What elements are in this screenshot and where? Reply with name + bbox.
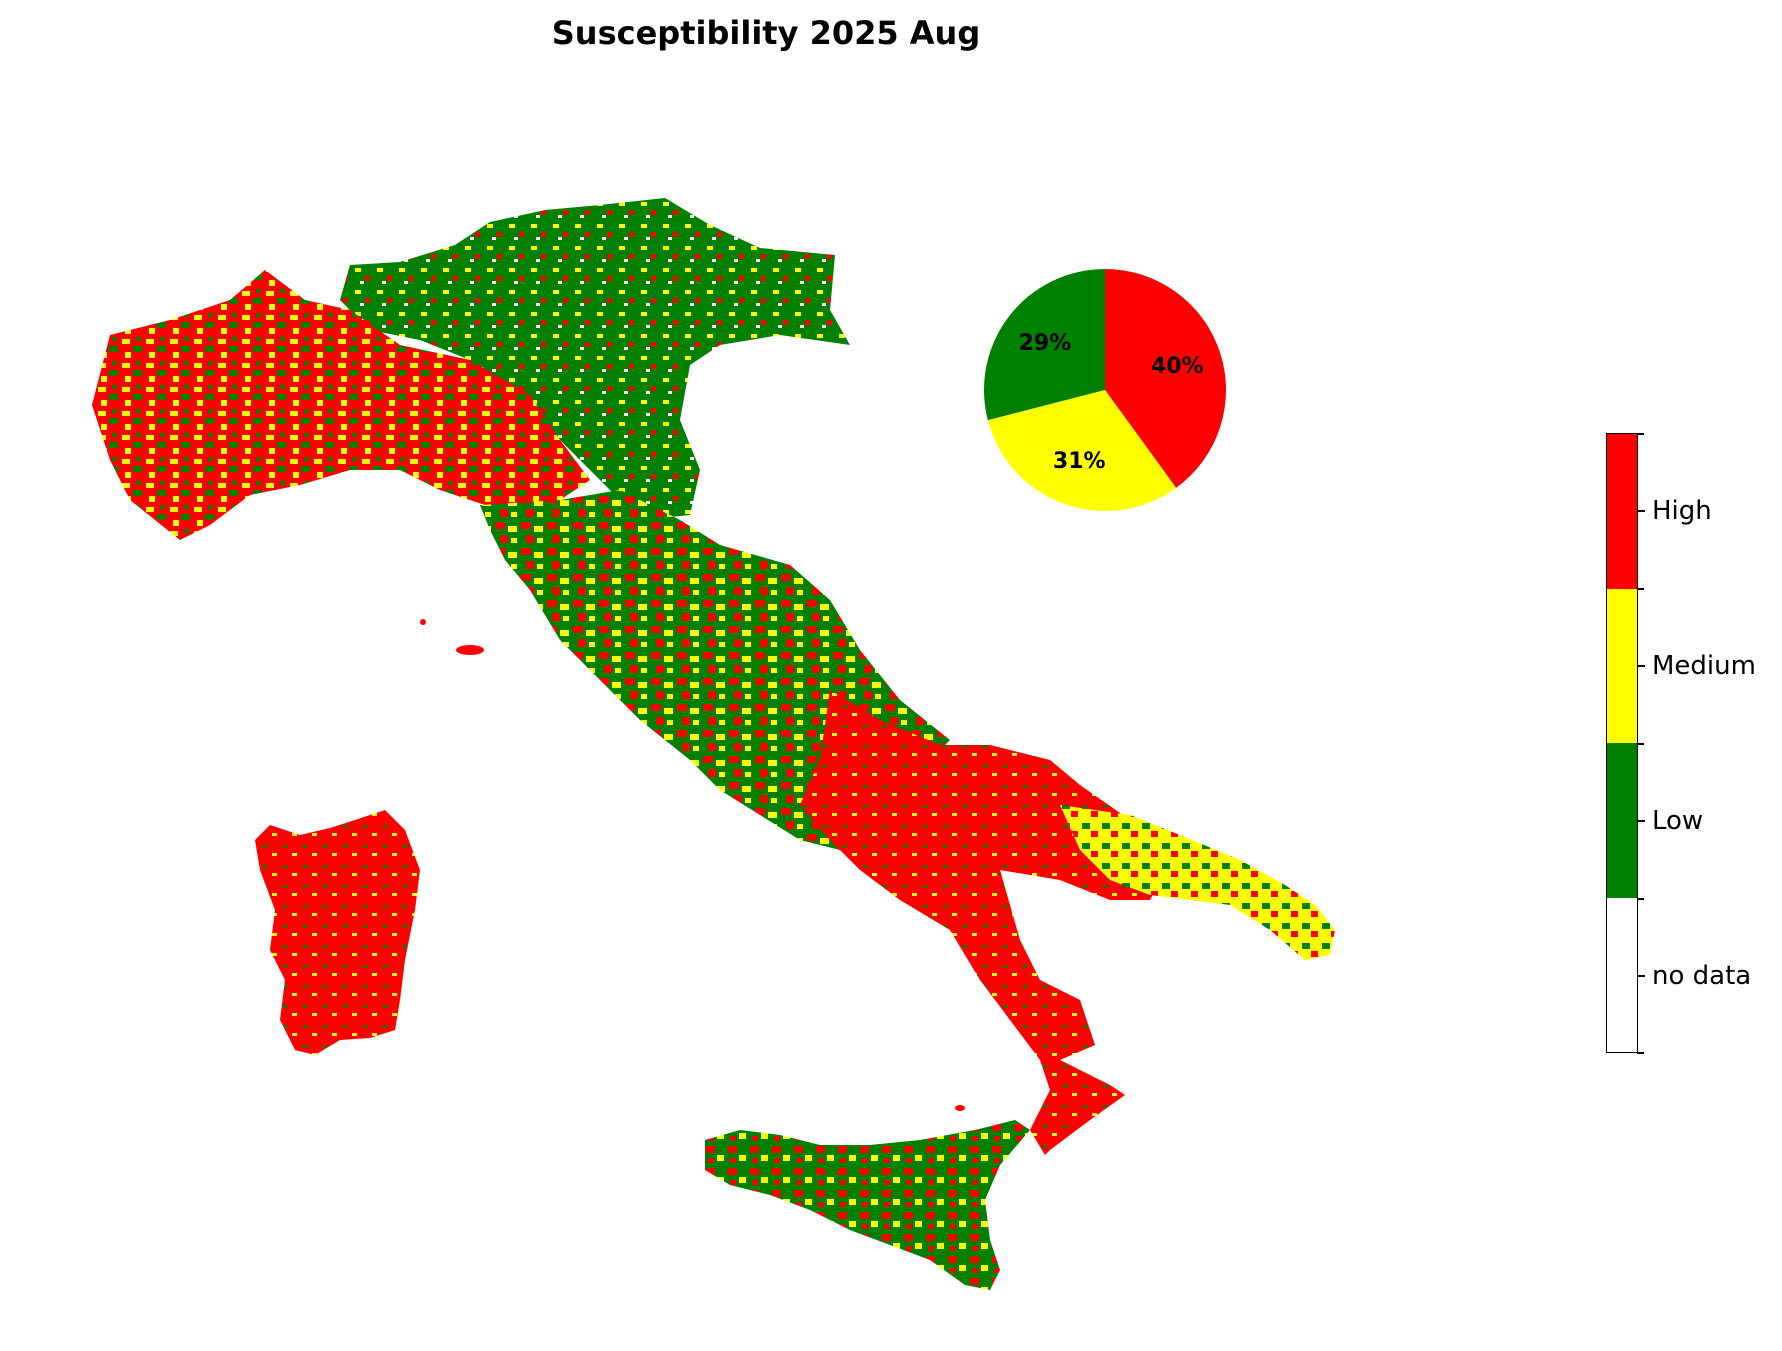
- colorbar-tick: [1637, 898, 1644, 900]
- colorbar-tick: [1637, 820, 1645, 822]
- pie-slice-low: [984, 269, 1105, 421]
- colorbar-label-medium: Medium: [1652, 651, 1756, 681]
- region-alps: [340, 198, 850, 520]
- region-puglia: [1060, 805, 1335, 960]
- colorbar-segment-medium: [1607, 588, 1637, 743]
- colorbar-tick: [1637, 975, 1645, 977]
- colorbar-label-low: Low: [1652, 806, 1704, 836]
- pie-slice-medium: [987, 390, 1177, 511]
- pie-label-medium: 31%: [1053, 449, 1106, 474]
- pie-label-low: 29%: [1019, 331, 1072, 356]
- susceptibility-pie-chart: 40% 31% 29%: [984, 269, 1226, 511]
- island-small-2: [882, 876, 898, 884]
- colorbar-label-high: High: [1652, 496, 1712, 526]
- island-small-3: [955, 1105, 965, 1111]
- island-small-1: [420, 619, 426, 625]
- island-sardinia: [255, 810, 420, 1055]
- colorbar-tick: [1637, 433, 1644, 435]
- pie-slice-high: [1105, 269, 1226, 488]
- colorbar-label-no-data: no data: [1652, 961, 1752, 991]
- colorbar-tick: [1637, 1052, 1644, 1054]
- island-elba: [456, 645, 484, 655]
- colorbar-tick: [1637, 665, 1645, 667]
- pie-label-high: 40%: [1151, 354, 1204, 379]
- colorbar-tick: [1637, 588, 1644, 590]
- susceptibility-colorbar: [1606, 433, 1638, 1053]
- colorbar-tick: [1637, 510, 1645, 512]
- island-sicily: [705, 1120, 1030, 1290]
- colorbar-segment-no-data: [1607, 897, 1637, 1052]
- colorbar-tick: [1637, 743, 1644, 745]
- region-south: [800, 690, 1180, 1155]
- colorbar-segment-high: [1607, 434, 1637, 589]
- region-north-west: [92, 270, 590, 540]
- map-title: Susceptibility 2025 Aug: [551, 14, 981, 52]
- colorbar-segment-low: [1607, 743, 1637, 898]
